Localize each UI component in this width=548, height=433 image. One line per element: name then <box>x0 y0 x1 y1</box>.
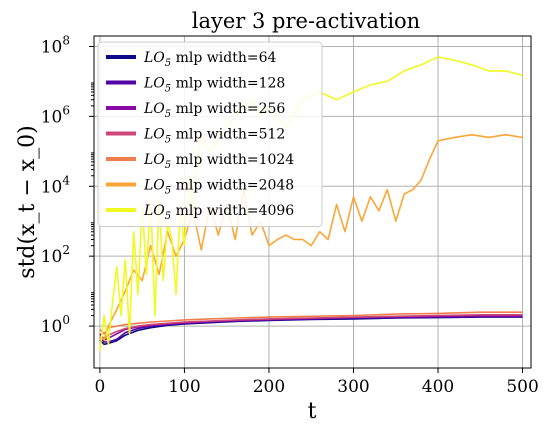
legend-prefix: LO <box>143 101 165 117</box>
legend-prefix: LO <box>143 127 165 143</box>
y-tick-label: 104 <box>41 173 71 197</box>
x-tick-label: 400 <box>422 377 454 397</box>
legend-label: LO5 mlp width=4096 <box>143 203 294 222</box>
legend-label: LO5 mlp width=64 <box>143 50 276 69</box>
legend-subscript: 5 <box>165 109 171 120</box>
legend-prefix: LO <box>143 152 165 168</box>
legend-subscript: 5 <box>165 186 171 197</box>
x-tick-label: 0 <box>95 377 106 397</box>
x-tick-label: 500 <box>506 377 538 397</box>
legend-name: mlp width=2048 <box>171 178 294 194</box>
y-tick-exponent: 2 <box>62 243 70 257</box>
x-tick-label: 300 <box>337 377 369 397</box>
legend-subscript: 5 <box>165 84 171 95</box>
legend-name: mlp width=1024 <box>171 152 294 168</box>
y-tick-base: 10 <box>41 107 63 127</box>
y-tick-exponent: 0 <box>62 313 70 327</box>
legend-subscript: 5 <box>165 211 171 222</box>
legend-label: LO5 mlp width=512 <box>143 127 285 146</box>
chart-title: layer 3 pre-activation <box>192 9 420 33</box>
x-ticks: 0 100 200 300 400 500 <box>95 368 539 397</box>
y-tick-label: 102 <box>41 243 70 267</box>
legend-prefix: LO <box>143 203 165 219</box>
legend-prefix: LO <box>143 50 165 66</box>
legend-subscript: 5 <box>165 58 171 69</box>
legend-name: mlp width=256 <box>171 101 285 117</box>
legend-prefix: LO <box>143 178 165 194</box>
legend-label: LO5 mlp width=2048 <box>143 178 294 197</box>
legend-label: LO5 mlp width=128 <box>143 76 285 95</box>
legend-label: LO5 mlp width=256 <box>143 101 285 120</box>
legend-name: mlp width=64 <box>171 50 276 66</box>
legend-name: mlp width=4096 <box>171 203 294 219</box>
legend-name: mlp width=512 <box>171 127 285 143</box>
y-axis-label: std(x_t − x_0) <box>15 125 40 278</box>
y-tick-base: 10 <box>41 317 63 337</box>
x-tick-label: 100 <box>168 377 200 397</box>
y-tick-label: 108 <box>41 33 70 57</box>
legend-label: LO5 mlp width=1024 <box>143 152 294 171</box>
x-axis-label: t <box>308 399 317 424</box>
plot-frame <box>93 35 532 369</box>
series-line-4 <box>99 311 523 335</box>
legend-box <box>97 41 323 227</box>
series-line-3 <box>99 313 523 340</box>
y-tick-exponent: 4 <box>62 173 70 187</box>
y-tick-label: 100 <box>41 313 70 337</box>
x-tick-label: 200 <box>253 377 285 397</box>
y-tick-exponent: 6 <box>62 103 70 117</box>
y-tick-exponent: 8 <box>62 33 70 47</box>
y-tick-base: 10 <box>41 177 63 197</box>
legend-subscript: 5 <box>165 160 171 171</box>
legend-name: mlp width=128 <box>171 76 285 92</box>
legend-subscript: 5 <box>165 135 171 146</box>
legend-prefix: LO <box>143 76 165 92</box>
y-tick-base: 10 <box>41 247 63 267</box>
y-tick-label: 106 <box>41 103 70 127</box>
y-tick-base: 10 <box>41 37 63 57</box>
